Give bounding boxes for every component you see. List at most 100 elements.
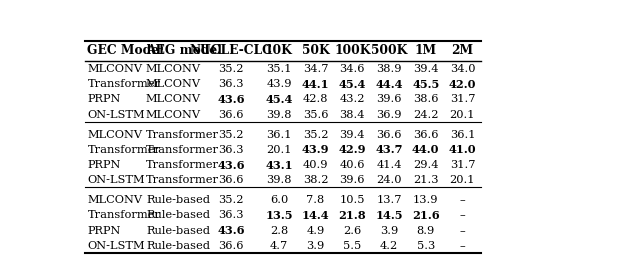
Text: 50K: 50K bbox=[301, 45, 330, 57]
Text: –: – bbox=[460, 210, 465, 221]
Text: 41.0: 41.0 bbox=[449, 144, 476, 155]
Text: 44.1: 44.1 bbox=[302, 79, 330, 90]
Text: Rule-based: Rule-based bbox=[146, 210, 210, 221]
Text: 4.7: 4.7 bbox=[270, 241, 288, 251]
Text: ON-LSTM: ON-LSTM bbox=[88, 175, 145, 185]
Text: 44.0: 44.0 bbox=[412, 144, 440, 155]
Text: Transformer: Transformer bbox=[88, 210, 161, 221]
Text: NUCLE-CLC: NUCLE-CLC bbox=[190, 45, 273, 57]
Text: MLCONV: MLCONV bbox=[88, 64, 143, 74]
Text: 7.8: 7.8 bbox=[307, 195, 324, 205]
Text: 8.9: 8.9 bbox=[417, 226, 435, 236]
Text: 5.5: 5.5 bbox=[343, 241, 362, 251]
Text: 14.4: 14.4 bbox=[302, 210, 330, 221]
Text: 5.3: 5.3 bbox=[417, 241, 435, 251]
Text: 1M: 1M bbox=[415, 45, 436, 57]
Text: 13.5: 13.5 bbox=[265, 210, 292, 221]
Text: 36.3: 36.3 bbox=[218, 79, 244, 89]
Text: 2M: 2M bbox=[451, 45, 474, 57]
Text: 14.5: 14.5 bbox=[375, 210, 403, 221]
Text: 43.9: 43.9 bbox=[302, 144, 330, 155]
Text: Transformer: Transformer bbox=[146, 145, 219, 155]
Text: Rule-based: Rule-based bbox=[146, 226, 210, 236]
Text: MLCONV: MLCONV bbox=[88, 130, 143, 139]
Text: 35.2: 35.2 bbox=[218, 195, 244, 205]
Text: 38.4: 38.4 bbox=[340, 110, 365, 120]
Text: MLCONV: MLCONV bbox=[146, 64, 201, 74]
Text: 10K: 10K bbox=[265, 45, 293, 57]
Text: 45.5: 45.5 bbox=[412, 79, 439, 90]
Text: 4.2: 4.2 bbox=[380, 241, 398, 251]
Text: 42.9: 42.9 bbox=[339, 144, 366, 155]
Text: 36.1: 36.1 bbox=[450, 130, 475, 139]
Text: 21.8: 21.8 bbox=[339, 210, 366, 221]
Text: 500K: 500K bbox=[371, 45, 407, 57]
Text: ON-LSTM: ON-LSTM bbox=[88, 241, 145, 251]
Text: 36.6: 36.6 bbox=[218, 175, 244, 185]
Text: 35.2: 35.2 bbox=[218, 64, 244, 74]
Text: 35.2: 35.2 bbox=[218, 130, 244, 139]
Text: 13.9: 13.9 bbox=[413, 195, 438, 205]
Text: 20.1: 20.1 bbox=[450, 110, 475, 120]
Text: AEG model: AEG model bbox=[146, 45, 222, 57]
Text: 2.8: 2.8 bbox=[270, 226, 288, 236]
Text: 36.1: 36.1 bbox=[266, 130, 292, 139]
Text: 36.6: 36.6 bbox=[218, 241, 244, 251]
Text: 39.6: 39.6 bbox=[340, 175, 365, 185]
Text: 6.0: 6.0 bbox=[270, 195, 288, 205]
Text: 40.9: 40.9 bbox=[303, 160, 328, 170]
Text: Transformer: Transformer bbox=[146, 175, 219, 185]
Text: 100K: 100K bbox=[334, 45, 371, 57]
Text: 43.6: 43.6 bbox=[218, 225, 245, 236]
Text: 43.2: 43.2 bbox=[340, 94, 365, 104]
Text: 10.5: 10.5 bbox=[340, 195, 365, 205]
Text: MLCONV: MLCONV bbox=[146, 94, 201, 104]
Text: MLCONV: MLCONV bbox=[146, 79, 201, 89]
Text: 36.6: 36.6 bbox=[413, 130, 438, 139]
Text: –: – bbox=[460, 241, 465, 251]
Text: –: – bbox=[460, 195, 465, 205]
Text: 13.7: 13.7 bbox=[376, 195, 402, 205]
Text: 29.4: 29.4 bbox=[413, 160, 438, 170]
Text: 35.6: 35.6 bbox=[303, 110, 328, 120]
Text: 36.6: 36.6 bbox=[218, 110, 244, 120]
Text: 24.0: 24.0 bbox=[376, 175, 402, 185]
Text: MLCONV: MLCONV bbox=[146, 110, 201, 120]
Text: 43.9: 43.9 bbox=[266, 79, 292, 89]
Text: 34.6: 34.6 bbox=[340, 64, 365, 74]
Text: ON-LSTM: ON-LSTM bbox=[88, 110, 145, 120]
Text: 43.6: 43.6 bbox=[218, 94, 245, 105]
Text: 36.3: 36.3 bbox=[218, 210, 244, 221]
Text: 36.9: 36.9 bbox=[376, 110, 402, 120]
Text: 3.9: 3.9 bbox=[307, 241, 324, 251]
Text: 43.7: 43.7 bbox=[375, 144, 403, 155]
Text: 41.4: 41.4 bbox=[376, 160, 402, 170]
Text: 42.0: 42.0 bbox=[449, 79, 476, 90]
Text: 44.4: 44.4 bbox=[375, 79, 403, 90]
Text: Transformer: Transformer bbox=[88, 145, 161, 155]
Text: 3.9: 3.9 bbox=[380, 226, 398, 236]
Text: 45.4: 45.4 bbox=[339, 79, 366, 90]
Text: 39.8: 39.8 bbox=[266, 110, 292, 120]
Text: 38.2: 38.2 bbox=[303, 175, 328, 185]
Text: 21.3: 21.3 bbox=[413, 175, 438, 185]
Text: Rule-based: Rule-based bbox=[146, 241, 210, 251]
Text: 40.6: 40.6 bbox=[340, 160, 365, 170]
Text: GEC Model: GEC Model bbox=[88, 45, 164, 57]
Text: 2.6: 2.6 bbox=[343, 226, 362, 236]
Text: MLCONV: MLCONV bbox=[88, 195, 143, 205]
Text: 43.6: 43.6 bbox=[218, 160, 245, 170]
Text: 21.6: 21.6 bbox=[412, 210, 440, 221]
Text: 42.8: 42.8 bbox=[303, 94, 328, 104]
Text: 35.1: 35.1 bbox=[266, 64, 292, 74]
Text: 45.4: 45.4 bbox=[265, 94, 292, 105]
Text: 38.6: 38.6 bbox=[413, 94, 438, 104]
Text: 20.1: 20.1 bbox=[450, 175, 475, 185]
Text: Transformer: Transformer bbox=[146, 160, 219, 170]
Text: 38.9: 38.9 bbox=[376, 64, 402, 74]
Text: 31.7: 31.7 bbox=[450, 160, 475, 170]
Text: 39.4: 39.4 bbox=[340, 130, 365, 139]
Text: 24.2: 24.2 bbox=[413, 110, 438, 120]
Text: 36.6: 36.6 bbox=[376, 130, 402, 139]
Text: PRPN: PRPN bbox=[88, 226, 121, 236]
